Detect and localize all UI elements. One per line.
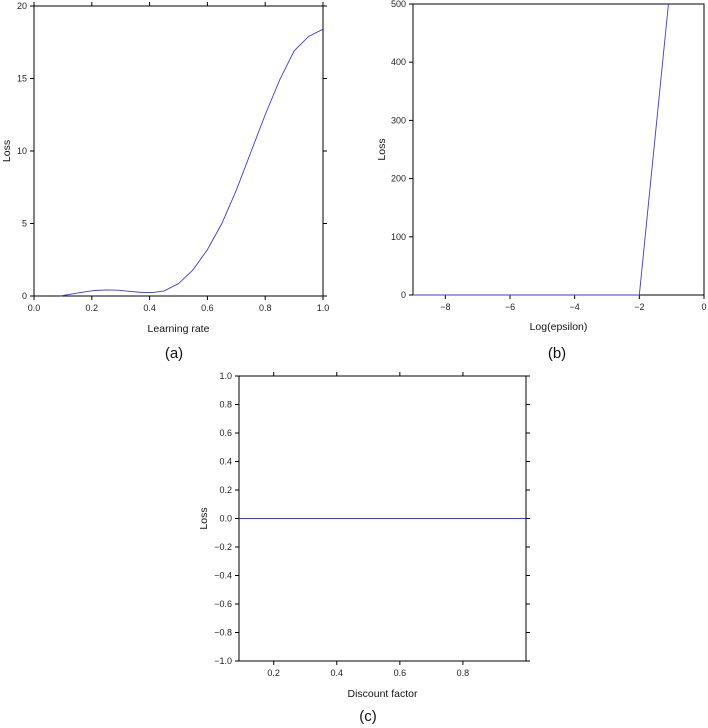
y-tick-label: 500 — [391, 0, 406, 9]
y-tick-label: 0.4 — [219, 457, 232, 467]
y-tick-label: 0.6 — [219, 428, 232, 438]
x-tick-label: 0.6 — [394, 668, 407, 678]
y-tick-label: −0.6 — [214, 599, 232, 609]
plot-frame — [412, 3, 705, 296]
y-tick-label: 0 — [401, 290, 406, 300]
x-tick-label: 0.4 — [143, 303, 156, 313]
series-line — [413, 3, 669, 296]
y-tick-label: 15 — [17, 74, 27, 84]
panel-c: 0.2 0.4 0.6 0.8 −1.0 −0.8 −0.6 −0.4 −0.2 0.0 0.2 0.… — [198, 371, 530, 725]
y-tick-label: −0.4 — [214, 571, 232, 581]
x-tick-label: 0.4 — [331, 668, 344, 678]
y-tick-label: 100 — [391, 232, 406, 242]
x-tick-label: −6 — [505, 302, 515, 312]
y-tick-label: 0.8 — [219, 400, 232, 410]
y-tick-label: 300 — [391, 115, 406, 125]
x-tick-label: 0.2 — [86, 303, 99, 313]
x-axis-title: Log(epsilon) — [530, 321, 588, 333]
y-tick-label: 1.0 — [219, 371, 232, 381]
x-tick-label: −4 — [570, 302, 580, 312]
x-tick-label: −8 — [440, 302, 450, 312]
y-tick-label: 0.2 — [219, 485, 232, 495]
x-tick-label: 0.0 — [28, 303, 41, 313]
panel-label: (b) — [548, 345, 566, 362]
y-tick-label: 400 — [391, 57, 406, 67]
plot-frame — [33, 5, 324, 297]
x-axis-title: Learning rate — [148, 323, 210, 335]
panel-label: (a) — [165, 345, 183, 362]
panel-b: −8 −6 −4 −2 0 0 100 200 300 400 500 Log(epsilon) Los… — [376, 0, 707, 362]
x-axis-title: Discount factor — [347, 688, 418, 700]
y-tick-label: 0 — [22, 291, 27, 301]
y-tick-label: 5 — [22, 219, 27, 229]
x-tick-label: 0.8 — [259, 303, 272, 313]
x-tick-label: 0.2 — [267, 668, 280, 678]
y-tick-label: 20 — [17, 1, 27, 11]
series-line — [59, 28, 324, 297]
x-tick-label: 0.8 — [457, 668, 470, 678]
y-tick-label: 10 — [17, 146, 27, 156]
y-tick-label: −0.8 — [214, 628, 232, 638]
y-tick-label: 200 — [391, 174, 406, 184]
y-axis-title: Loss — [198, 507, 210, 529]
panel-label: (c) — [359, 708, 377, 725]
panel-a: 0.0 0.2 0.4 0.6 0.8 1.0 0 5 10 15 20 Learning rate L… — [1, 1, 329, 362]
x-tick-label: 0.6 — [201, 303, 214, 313]
y-tick-label: −1.0 — [214, 656, 232, 666]
x-tick-label: 0 — [701, 302, 706, 312]
y-axis-title: Loss — [1, 140, 13, 162]
y-tick-label: 0.0 — [219, 514, 232, 524]
y-axis-title: Loss — [376, 138, 388, 160]
y-tick-label: −0.2 — [214, 542, 232, 552]
x-tick-label: 1.0 — [317, 303, 330, 313]
x-tick-label: −2 — [634, 302, 644, 312]
